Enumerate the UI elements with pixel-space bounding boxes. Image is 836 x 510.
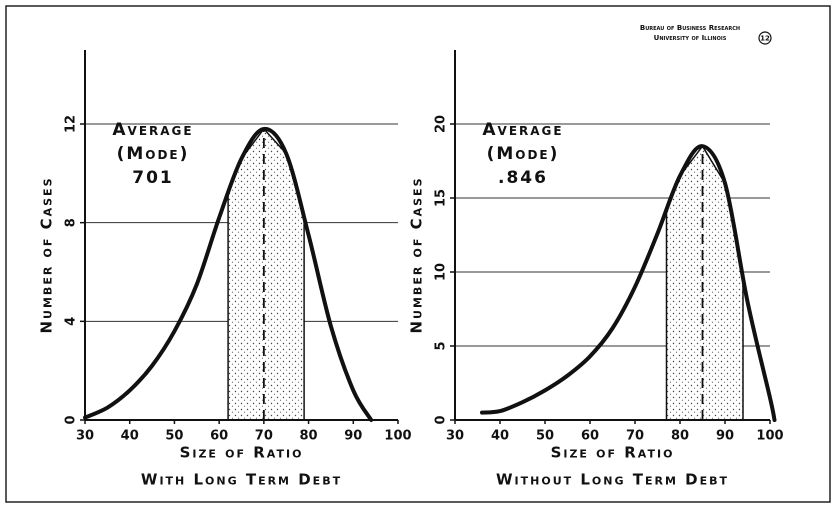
x-tick-label: 60 [210, 429, 228, 444]
y-axis-label: Number of Cases [38, 177, 56, 334]
annotation: .846 [498, 168, 548, 188]
y-tick-label: 0 [434, 415, 449, 424]
x-tick-label: 40 [491, 429, 509, 444]
y-tick-label: 0 [64, 415, 79, 424]
curve [83, 126, 374, 422]
frame [5, 5, 831, 503]
x-axis-label: Size of Ratio [180, 444, 304, 462]
caption: Without Long Term Debt [496, 471, 729, 489]
curve [480, 144, 777, 422]
y-tick-label: 8 [64, 218, 79, 227]
x-tick-label: 100 [756, 429, 783, 444]
y-tick-label: 4 [64, 317, 79, 326]
x-tick-label: 60 [581, 429, 599, 444]
header-line2: University of Illinois [654, 34, 727, 42]
x-axis-label: Size of Ratio [551, 444, 675, 462]
x-tick-label: 30 [446, 429, 464, 444]
annotation: Average [112, 120, 193, 140]
annotation: 701 [132, 168, 174, 188]
x-tick-label: 80 [671, 429, 689, 444]
x-tick-label: 50 [165, 429, 183, 444]
shaded-band-dots [665, 144, 744, 421]
x-tick-label: 100 [384, 429, 411, 444]
annotation: Average [482, 120, 563, 140]
x-tick-label: 50 [536, 429, 554, 444]
x-tick-label: 30 [76, 429, 94, 444]
y-tick-label: 5 [434, 341, 449, 350]
caption: With Long Term Debt [141, 471, 342, 489]
y-tick-label: 20 [434, 115, 449, 133]
y-axis-label: Number of Cases [408, 177, 426, 334]
x-tick-label: 90 [344, 429, 362, 444]
y-tick-label: 12 [64, 115, 79, 133]
x-tick-label: 70 [255, 429, 273, 444]
x-tick-label: 40 [121, 429, 139, 444]
y-tick-label: 15 [434, 189, 449, 207]
x-tick-label: 80 [300, 429, 318, 444]
x-tick-label: 70 [626, 429, 644, 444]
y-tick-label: 10 [434, 263, 449, 281]
page-number: 12 [760, 35, 770, 43]
x-tick-label: 90 [716, 429, 734, 444]
page-circle [758, 31, 772, 45]
annotation: (Mode) [117, 144, 190, 164]
header-line1: Bureau of Business Research [640, 24, 740, 32]
annotation: (Mode) [487, 144, 560, 164]
